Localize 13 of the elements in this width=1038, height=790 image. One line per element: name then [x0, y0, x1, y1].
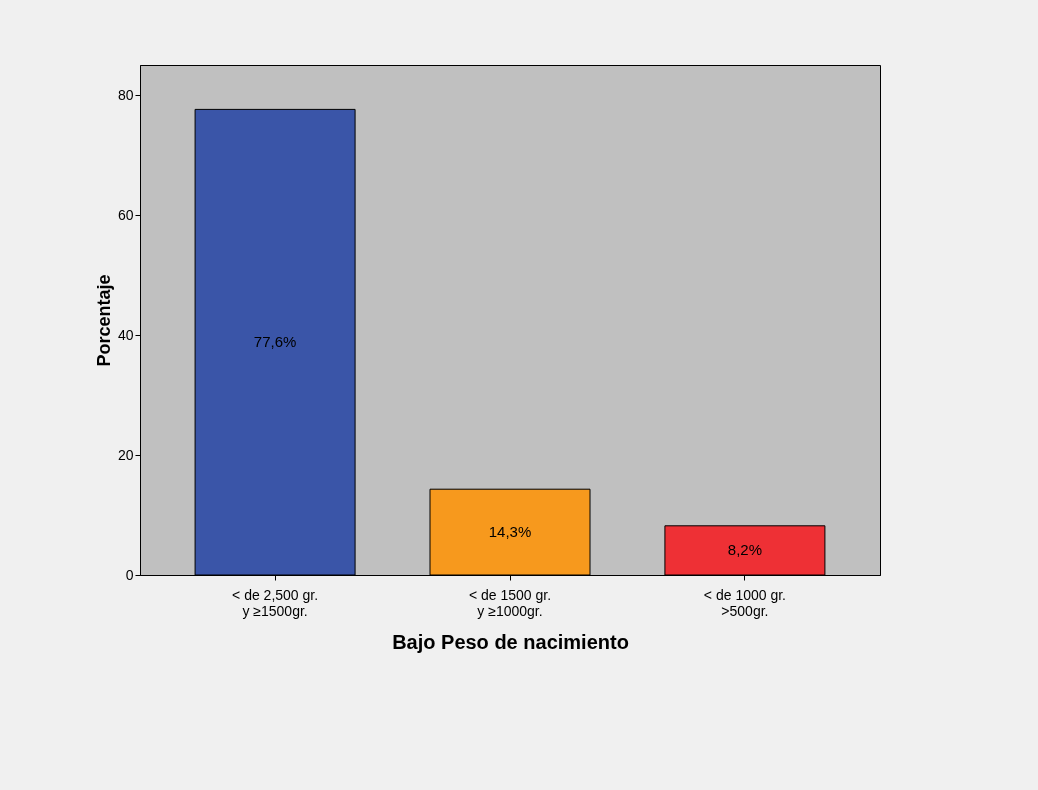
y-axis-title: Porcentaje	[93, 274, 114, 367]
x-tick-label: < de 2,500 gr. y ≥1500gr.	[232, 586, 319, 619]
y-tick-label: 40	[117, 326, 134, 343]
data-label: 8,2%	[727, 541, 763, 559]
y-tick-label: 80	[117, 86, 134, 103]
data-label: 14,3%	[488, 523, 532, 541]
x-tick-label: < de 1500 gr. y ≥1000gr.	[468, 586, 552, 619]
y-tick-label: 20	[117, 446, 134, 463]
data-label: 77,6%	[253, 333, 297, 351]
y-tick-label: 60	[117, 206, 134, 223]
y-tick-label: 0	[125, 566, 134, 583]
x-tick-label: < de 1000 gr. >500gr.	[703, 586, 786, 619]
x-axis-title: Bajo Peso de nacimiento	[392, 630, 629, 653]
